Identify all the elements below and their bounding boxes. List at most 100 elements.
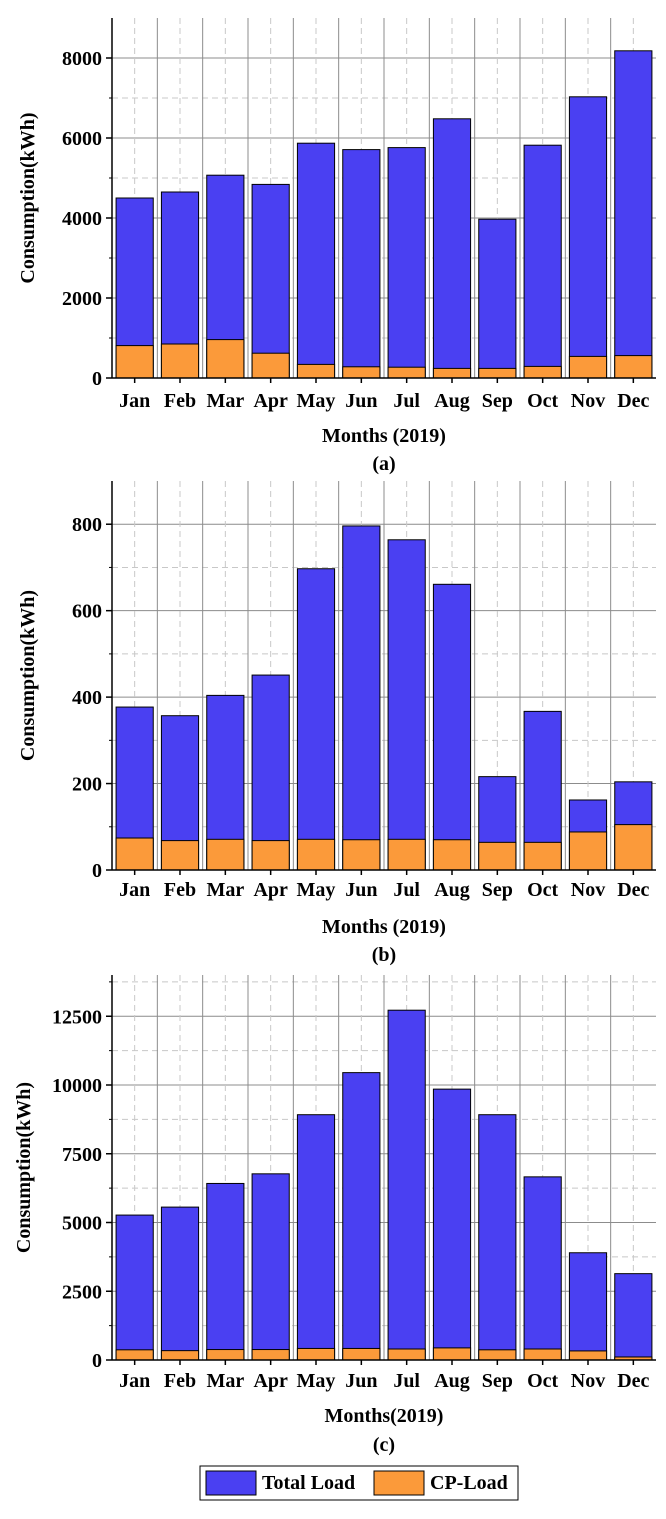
x-tick-label-feb: Feb	[164, 1370, 196, 1392]
bar-cp-load-jan	[115, 837, 154, 871]
bar-cp-load-aug	[432, 839, 472, 871]
bar-total-load-jun	[342, 149, 381, 379]
bar-cp-load-dec	[614, 824, 653, 871]
y-tick-label: 7500	[62, 1144, 102, 1166]
x-axis-title: Months(2019)	[325, 1405, 444, 1427]
bar-cp-load-aug	[432, 1347, 472, 1361]
legend-total-load-swatch	[205, 1470, 257, 1496]
chart-panel-c: 0 2500 5000 7500 10000 12500 Jan Feb Mar Apr May Ju…	[13, 975, 656, 1456]
x-tick-label-nov: Nov	[571, 390, 605, 412]
y-tick-label: 5000	[62, 1213, 102, 1235]
y-tick-label: 0	[92, 1350, 102, 1372]
x-tick-label-sep: Sep	[482, 390, 513, 412]
x-tick-label-dec: Dec	[617, 879, 649, 901]
chart-caption: (c)	[373, 1434, 395, 1456]
x-tick-label-mar: Mar	[206, 1370, 244, 1392]
x-tick-label-may: May	[297, 390, 336, 412]
legend-cp-load-swatch	[373, 1470, 425, 1496]
bar-cp-load-feb	[160, 840, 200, 871]
legend-cp-load-label: CP-Load	[430, 1472, 508, 1494]
x-tick-label-dec: Dec	[617, 390, 649, 412]
x-tick-label-aug: Aug	[434, 1370, 470, 1392]
legend: Total Load CP-Load	[199, 1465, 519, 1501]
x-tick-label-feb: Feb	[164, 879, 196, 901]
y-tick-label: 2000	[62, 288, 102, 310]
y-tick-label: 200	[72, 774, 102, 796]
x-tick-label-sep: Sep	[482, 879, 513, 901]
bar-cp-load-mar	[206, 1349, 245, 1361]
y-tick-label: 12500	[52, 1006, 102, 1028]
bar-cp-load-jun	[342, 366, 381, 379]
y-axis-title: Consumption(kWh)	[17, 590, 39, 761]
x-tick-label-jan: Jan	[119, 390, 150, 412]
x-tick-label-may: May	[297, 1370, 336, 1392]
bar-cp-load-jan	[115, 1349, 154, 1361]
x-tick-label-jul: Jul	[393, 1370, 420, 1392]
x-tick-label-feb: Feb	[164, 390, 196, 412]
bar-total-load-aug	[432, 583, 472, 871]
bar-cp-load-apr	[251, 352, 290, 379]
y-tick-label: 800	[72, 514, 102, 536]
x-tick-label-oct: Oct	[527, 1370, 558, 1392]
bar-cp-load-sep	[478, 1349, 517, 1361]
bar-cp-load-dec	[614, 355, 653, 379]
x-tick-label-jun: Jun	[345, 1370, 377, 1392]
bar-total-load-jul	[387, 539, 426, 871]
y-tick-label: 2500	[62, 1281, 102, 1303]
bar-cp-load-mar	[206, 339, 245, 379]
bar-cp-load-sep	[478, 841, 517, 871]
x-tick-label-nov: Nov	[571, 1370, 605, 1392]
bar-cp-load-apr	[251, 840, 290, 871]
y-axis-title: Consumption(kWh)	[17, 112, 39, 283]
y-tick-label: 600	[72, 601, 102, 623]
x-tick-label-mar: Mar	[206, 879, 244, 901]
x-tick-label-jul: Jul	[393, 390, 420, 412]
bar-cp-load-sep	[478, 367, 517, 379]
bar-cp-load-nov	[568, 831, 608, 871]
x-axis-title: Months (2019)	[322, 425, 446, 447]
bar-total-load-sep	[478, 218, 517, 379]
x-tick-label-oct: Oct	[527, 390, 558, 412]
x-tick-label-apr: Apr	[253, 879, 288, 901]
bar-total-load-mar	[206, 1182, 245, 1361]
bar-cp-load-jul	[387, 366, 426, 379]
bar-total-load-aug	[432, 118, 472, 379]
bar-cp-load-may	[296, 1347, 336, 1361]
y-tick-label: 10000	[52, 1075, 102, 1097]
bar-cp-load-may	[296, 838, 336, 871]
bar-cp-load-jun	[342, 1347, 381, 1361]
chart-caption: (b)	[372, 944, 396, 966]
y-tick-label: 0	[92, 368, 102, 390]
chart-caption: (a)	[372, 453, 395, 475]
bar-total-load-dec	[614, 1273, 653, 1361]
x-tick-label-jul: Jul	[393, 879, 420, 901]
bar-total-load-oct	[523, 1176, 562, 1361]
bar-total-load-dec	[614, 50, 653, 379]
chart-panel-a: 0 2000 4000 6000 8000 Jan Feb Mar Apr May Jun Jul Au…	[17, 18, 656, 475]
bar-total-load-jan	[115, 1214, 154, 1361]
bar-cp-load-oct	[523, 1348, 562, 1361]
bar-total-load-feb	[160, 1206, 200, 1361]
x-tick-label-mar: Mar	[206, 390, 244, 412]
bar-cp-load-nov	[568, 355, 608, 379]
bar-cp-load-may	[296, 363, 336, 379]
bar-total-load-may	[296, 1114, 336, 1361]
x-tick-label-sep: Sep	[482, 1370, 513, 1392]
bar-total-load-jul	[387, 1009, 426, 1361]
bar-cp-load-oct	[523, 841, 562, 871]
bar-cp-load-jul	[387, 1348, 426, 1361]
y-tick-label: 8000	[62, 48, 102, 70]
bar-total-load-may	[296, 568, 336, 871]
x-tick-label-aug: Aug	[434, 879, 470, 901]
bar-total-load-aug	[432, 1088, 472, 1361]
x-tick-label-apr: Apr	[253, 1370, 288, 1392]
bar-cp-load-jan	[115, 345, 154, 379]
y-tick-label: 4000	[62, 208, 102, 230]
bar-cp-load-jul	[387, 838, 426, 871]
bar-cp-load-feb	[160, 1350, 200, 1361]
y-tick-label: 6000	[62, 128, 102, 150]
y-axis-title: Consumption(kWh)	[13, 1082, 35, 1253]
bar-total-load-sep	[478, 1114, 517, 1361]
x-tick-label-jun: Jun	[345, 390, 377, 412]
